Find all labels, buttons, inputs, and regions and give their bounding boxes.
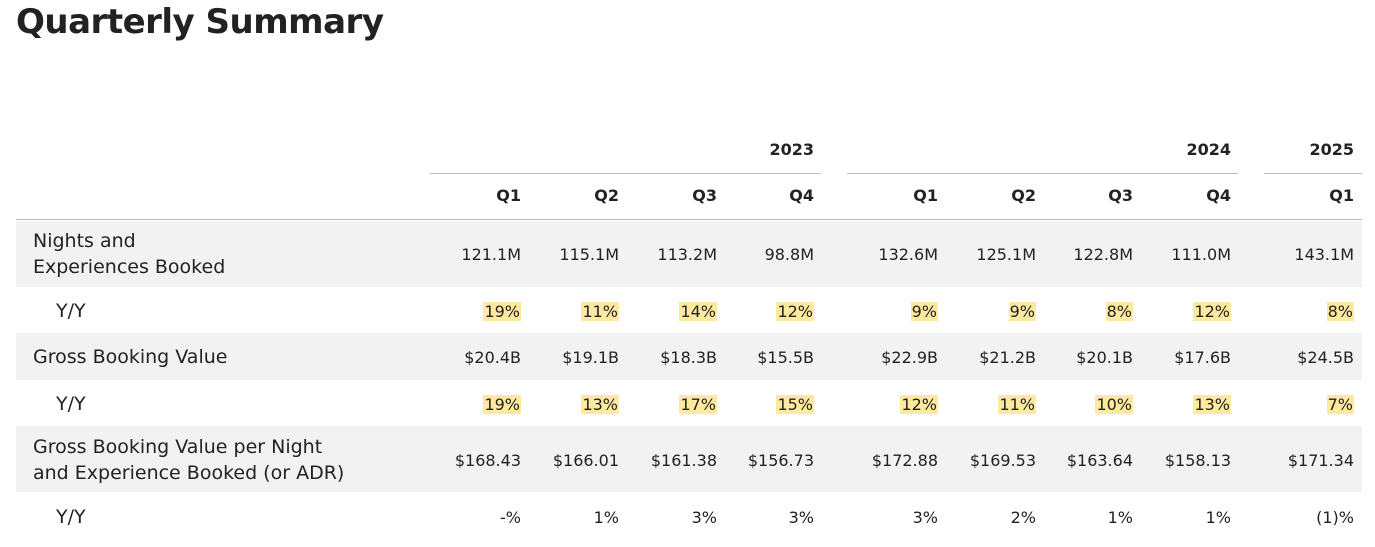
quarter-label: Q1 — [1329, 186, 1354, 205]
quarter-label: Q3 — [692, 186, 717, 205]
row-label: Y/Y — [56, 393, 86, 415]
table-cell: $156.73 — [747, 451, 814, 470]
row-label: Gross Booking Value per Night and Experi… — [33, 434, 344, 486]
highlighted-cell: 12% — [900, 395, 938, 414]
table-cell: $166.01 — [552, 451, 619, 470]
row-label-line: Experiences Booked — [33, 256, 226, 278]
row-label: Y/Y — [56, 300, 86, 322]
highlighted-cell: 10% — [1095, 395, 1133, 414]
table-cell: $158.13 — [1164, 451, 1231, 470]
row-label-line: and Experience Booked (or ADR) — [33, 462, 345, 484]
quarter-label: Q4 — [1206, 186, 1231, 205]
table-cell: 125.1M — [976, 245, 1036, 264]
row-label: Gross Booking Value — [33, 346, 228, 368]
table-cell: $24.5B — [1297, 348, 1354, 367]
table-cell: $15.5B — [757, 348, 814, 367]
table-cell: -% — [500, 508, 521, 527]
table-cell: $18.3B — [660, 348, 717, 367]
quarter-label: Q1 — [913, 186, 938, 205]
year-2023-rule — [430, 173, 821, 174]
highlighted-cell: 13% — [1193, 395, 1231, 414]
page-title: Quarterly Summary — [16, 2, 384, 42]
row-label: Nights and Experiences Booked — [33, 228, 225, 280]
highlighted-cell: 9% — [910, 302, 938, 321]
table-cell: 3% — [691, 508, 717, 527]
year-2023: 2023 — [769, 140, 814, 159]
row-label-line: Nights and — [33, 230, 136, 252]
table-row-adr: Gross Booking Value per Night and Experi… — [16, 426, 1362, 492]
table-cell: $169.53 — [969, 451, 1036, 470]
year-2025-rule — [1264, 173, 1362, 174]
highlighted-cell: 8% — [1326, 302, 1354, 321]
header-divider — [16, 219, 1362, 220]
table-cell: 3% — [912, 508, 938, 527]
year-header: 2023 2024 2025 — [0, 140, 1375, 180]
year-2024-rule — [847, 173, 1238, 174]
table-cell: $20.4B — [464, 348, 521, 367]
table-row-nights-booked: Nights and Experiences Booked 121.1M 115… — [16, 221, 1362, 287]
highlighted-cell: 14% — [679, 302, 717, 321]
table-cell: $17.6B — [1174, 348, 1231, 367]
quarter-header: Q1 Q2 Q3 Q4 Q1 Q2 Q3 Q4 Q1 — [0, 186, 1375, 216]
table-cell: $168.43 — [454, 451, 521, 470]
table-cell: 3% — [788, 508, 814, 527]
highlighted-cell: 19% — [483, 395, 521, 414]
quarter-label: Q3 — [1108, 186, 1133, 205]
table-cell: 2% — [1010, 508, 1036, 527]
table-row-gross-booking-value: Gross Booking Value $20.4B $19.1B $18.3B… — [16, 333, 1362, 380]
table-cell: 122.8M — [1073, 245, 1133, 264]
table-row-yy-nights: Y/Y 19% 11% 14% 12% 9% 9% 8% 12% 8% — [16, 287, 1362, 333]
table-cell: $161.38 — [650, 451, 717, 470]
highlighted-cell: 19% — [483, 302, 521, 321]
year-2024: 2024 — [1186, 140, 1231, 159]
highlighted-cell: 15% — [776, 395, 814, 414]
table-cell: 1% — [593, 508, 619, 527]
table-cell: $20.1B — [1076, 348, 1133, 367]
table-cell: 113.2M — [657, 245, 717, 264]
table-row-yy-gbv: Y/Y 19% 13% 17% 15% 12% 11% 10% 13% 7% — [16, 380, 1362, 426]
quarter-label: Q1 — [496, 186, 521, 205]
table-cell: $19.1B — [562, 348, 619, 367]
highlighted-cell: 11% — [581, 302, 619, 321]
highlighted-cell: 9% — [1008, 302, 1036, 321]
quarter-label: Q2 — [1011, 186, 1036, 205]
table-cell: 1% — [1205, 508, 1231, 527]
table-cell: 98.8M — [764, 245, 814, 264]
table-cell: (1)% — [1316, 508, 1354, 527]
table-cell: 143.1M — [1294, 245, 1354, 264]
table-cell: 111.0M — [1171, 245, 1231, 264]
year-2025: 2025 — [1309, 140, 1354, 159]
table-cell: $163.64 — [1066, 451, 1133, 470]
row-label-line: Gross Booking Value per Night — [33, 436, 323, 458]
table-cell: $172.88 — [871, 451, 938, 470]
highlighted-cell: 8% — [1105, 302, 1133, 321]
table-row-yy-adr: Y/Y -% 1% 3% 3% 3% 2% 1% 1% (1)% — [16, 492, 1362, 544]
highlighted-cell: 7% — [1326, 395, 1354, 414]
table-cell: 1% — [1107, 508, 1133, 527]
table-cell: 132.6M — [878, 245, 938, 264]
highlighted-cell: 17% — [679, 395, 717, 414]
table-cell: $21.2B — [979, 348, 1036, 367]
table-cell: $171.34 — [1287, 451, 1354, 470]
highlighted-cell: 12% — [776, 302, 814, 321]
row-label: Y/Y — [56, 506, 86, 528]
highlighted-cell: 12% — [1193, 302, 1231, 321]
quarter-label: Q2 — [594, 186, 619, 205]
highlighted-cell: 13% — [581, 395, 619, 414]
table-cell: $22.9B — [881, 348, 938, 367]
table-cell: 121.1M — [461, 245, 521, 264]
highlighted-cell: 11% — [998, 395, 1036, 414]
table-cell: 115.1M — [559, 245, 619, 264]
quarter-label: Q4 — [789, 186, 814, 205]
